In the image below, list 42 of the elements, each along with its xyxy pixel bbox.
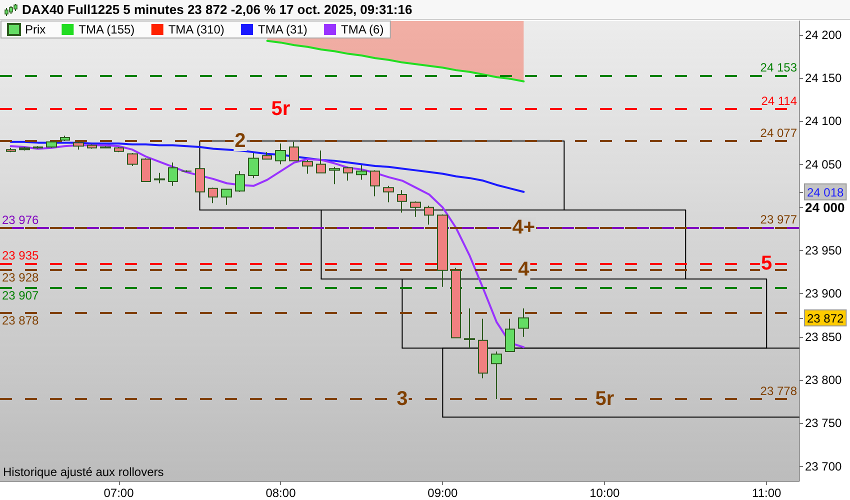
- y-tick-label: 24 018: [807, 185, 844, 200]
- y-tick-label: 23 700: [805, 459, 842, 474]
- legend-label: TMA (31): [258, 22, 308, 36]
- x-tick-label: 07:00: [104, 486, 134, 500]
- y-tick-label: 24 100: [805, 114, 842, 128]
- ref-line-label: 24 114: [761, 94, 798, 108]
- x-tick-label: 10:00: [590, 486, 620, 500]
- y-tick-label: 23 850: [805, 330, 842, 344]
- y-tick-label: 23 800: [805, 373, 842, 388]
- ref-line-label: 23 928: [2, 270, 40, 285]
- ref-line-label: 23 935: [2, 248, 40, 263]
- ref-line-label: 23 976: [2, 213, 40, 228]
- ref-line-label: 23 878: [2, 314, 40, 328]
- y-tick-label: 24 150: [805, 70, 842, 85]
- annotation: 2: [234, 130, 246, 152]
- annotation: Historique ajusté aux rollovers: [3, 465, 164, 479]
- y-tick-label: 23 750: [805, 416, 842, 430]
- ref-line-label: 23 778: [760, 384, 798, 398]
- annotation: 4+: [512, 216, 536, 238]
- y-tick-label: 23 950: [805, 244, 842, 258]
- x-tick-label: 09:00: [428, 486, 458, 500]
- x-tick-label: 08:00: [266, 486, 296, 500]
- legend-label: TMA (6): [341, 22, 384, 36]
- chart-title: DAX40 Full1225 5 minutes 23 872 -2,06 % 17 oct. 2025, 09:31:16: [22, 2, 412, 17]
- y-tick-label: 24 050: [805, 157, 842, 172]
- y-tick-label: 24 200: [805, 28, 842, 42]
- ref-line-label: 23 977: [760, 212, 798, 226]
- y-tick-label: 24 000: [805, 200, 845, 215]
- x-tick-label: 11:00: [752, 486, 782, 500]
- annotation: 5r: [595, 388, 614, 410]
- annotation: 5: [761, 252, 772, 275]
- ref-line-label: 23 907: [2, 288, 40, 303]
- legend-label: TMA (310): [168, 22, 224, 36]
- annotation: 5r: [271, 98, 290, 120]
- legend-label: Prix: [25, 22, 46, 36]
- annotation: 4: [518, 258, 530, 281]
- y-tick-label: 23 900: [805, 286, 842, 301]
- ref-line-label: 24 077: [760, 126, 798, 140]
- legend-label: TMA (155): [78, 22, 135, 36]
- y-tick-label: 23 872: [807, 311, 844, 326]
- ref-line-label: 24 153: [760, 60, 798, 74]
- annotation: 3: [396, 388, 408, 410]
